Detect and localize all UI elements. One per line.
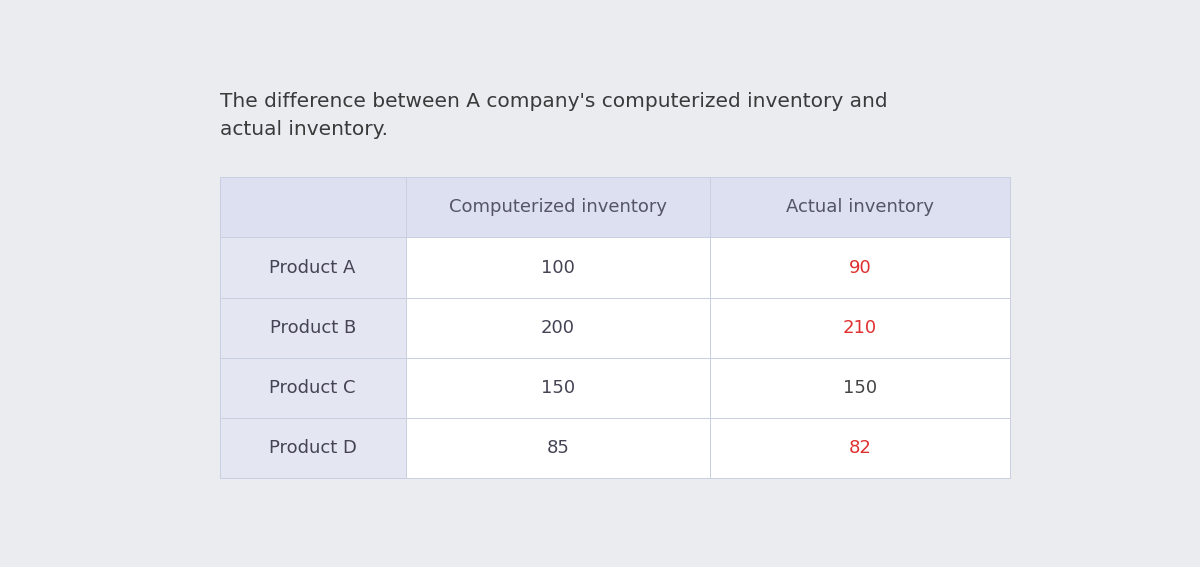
Text: Actual inventory: Actual inventory [786, 198, 934, 217]
Bar [710, 358, 1010, 418]
Bar [406, 298, 710, 358]
Text: 90: 90 [848, 259, 871, 277]
Bar [406, 177, 710, 238]
Bar [710, 298, 1010, 358]
Text: Product B: Product B [270, 319, 355, 337]
Bar [220, 418, 406, 479]
Text: 150: 150 [541, 379, 575, 397]
Bar [220, 298, 406, 358]
Bar [220, 358, 406, 418]
Text: 82: 82 [848, 439, 871, 458]
Text: Computerized inventory: Computerized inventory [449, 198, 667, 217]
Bar [406, 418, 710, 479]
Bar [406, 238, 710, 298]
Bar [710, 238, 1010, 298]
Text: Product A: Product A [270, 259, 356, 277]
Bar [710, 418, 1010, 479]
Bar [220, 238, 406, 298]
Bar [406, 358, 710, 418]
Text: The difference between A company's computerized inventory and
actual inventory.: The difference between A company's compu… [220, 92, 887, 139]
Bar [710, 177, 1010, 238]
Text: 100: 100 [541, 259, 575, 277]
Text: Product C: Product C [269, 379, 356, 397]
Text: 210: 210 [842, 319, 877, 337]
Text: 85: 85 [546, 439, 569, 458]
Text: 150: 150 [842, 379, 877, 397]
Bar [220, 177, 406, 238]
Text: Product D: Product D [269, 439, 356, 458]
Text: 200: 200 [541, 319, 575, 337]
